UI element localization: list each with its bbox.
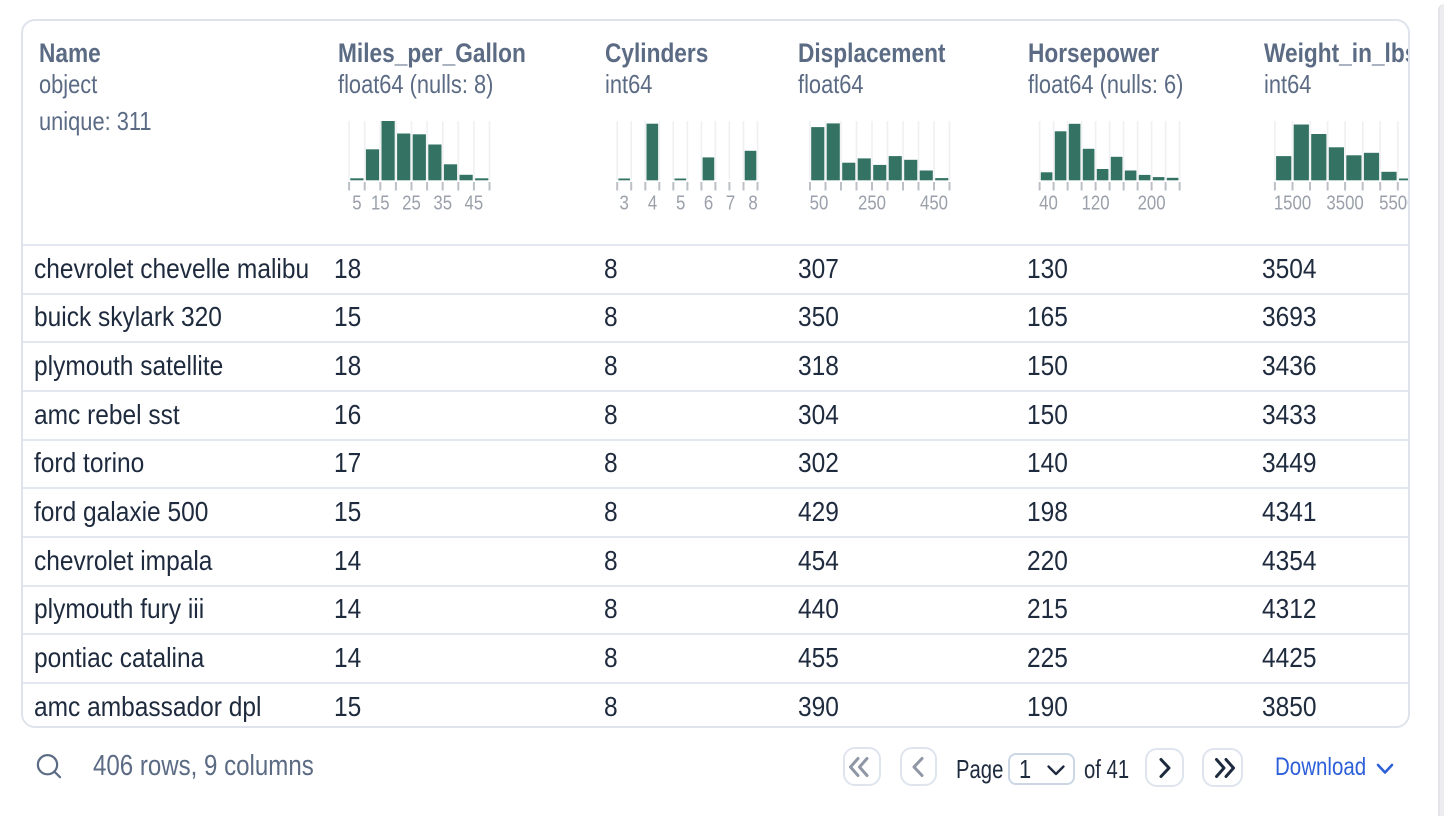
svg-text:3500: 3500 <box>1326 191 1363 214</box>
svg-text:7: 7 <box>726 191 735 214</box>
svg-text:45: 45 <box>465 191 484 214</box>
svg-text:50: 50 <box>810 191 829 214</box>
svg-text:200: 200 <box>1138 191 1166 214</box>
svg-text:250: 250 <box>858 191 886 214</box>
svg-text:8: 8 <box>748 191 757 214</box>
svg-text:5500: 5500 <box>1379 191 1410 214</box>
svg-text:35: 35 <box>433 191 452 214</box>
svg-text:3: 3 <box>620 191 629 214</box>
svg-text:5: 5 <box>352 191 361 214</box>
svg-text:5: 5 <box>676 191 685 214</box>
svg-text:1500: 1500 <box>1274 191 1311 214</box>
svg-text:6: 6 <box>704 191 713 214</box>
svg-text:450: 450 <box>920 191 948 214</box>
svg-text:25: 25 <box>402 191 421 214</box>
svg-text:40: 40 <box>1039 191 1058 214</box>
svg-text:4: 4 <box>648 191 657 214</box>
svg-text:120: 120 <box>1082 191 1110 214</box>
svg-text:15: 15 <box>371 191 390 214</box>
